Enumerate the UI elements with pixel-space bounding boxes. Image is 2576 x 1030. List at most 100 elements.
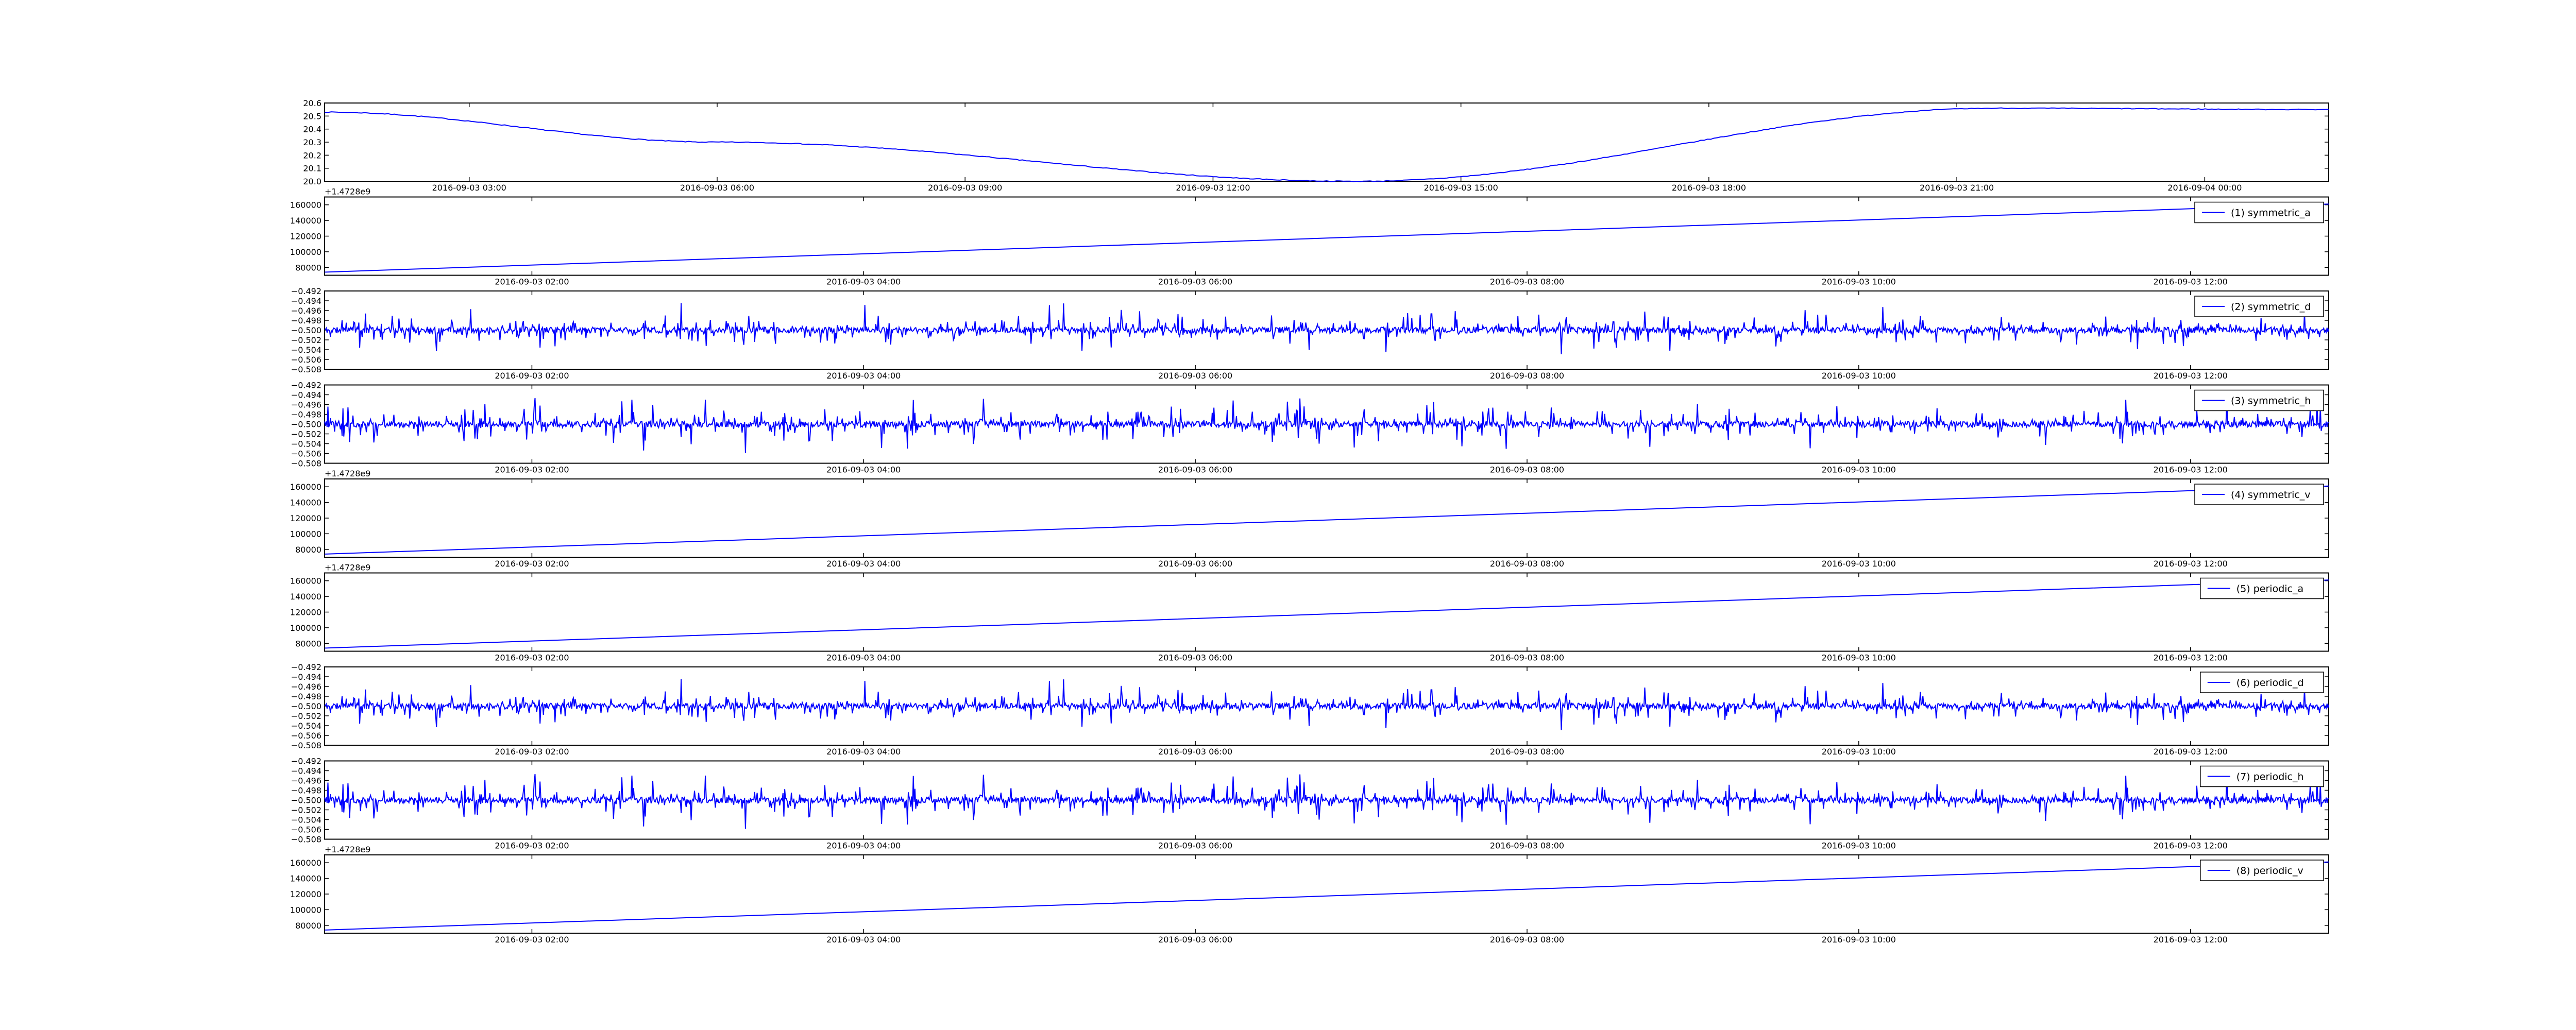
legend: (4) symmetric_v <box>2194 484 2324 505</box>
x-tick-label: 2016-09-03 12:00 <box>2154 747 2228 757</box>
x-tick-label: 2016-09-03 04:00 <box>826 653 901 663</box>
x-tick-label: 2016-09-03 08:00 <box>1490 935 1564 945</box>
y-tick-label: 20.0 <box>303 177 321 186</box>
x-tick-label: 2016-09-03 18:00 <box>1672 183 1746 193</box>
x-tick-label: 2016-09-03 10:00 <box>1822 465 1896 475</box>
x-tick-label: 2016-09-03 06:00 <box>1158 935 1232 945</box>
series-line <box>324 774 2329 829</box>
series-line <box>324 203 2329 273</box>
y-tick-label: −0.508 <box>291 741 321 750</box>
y-tick-label: 20.5 <box>303 111 321 121</box>
subplot-3: −0.492−0.494−0.496−0.498−0.500−0.502−0.5… <box>291 286 2329 381</box>
y-tick-label: 100000 <box>290 529 321 539</box>
y-tick-label: 140000 <box>290 216 321 226</box>
series-line <box>324 107 2329 182</box>
y-tick-label: 140000 <box>290 498 321 508</box>
y-tick-label: −0.492 <box>291 662 321 672</box>
y-tick-label: −0.496 <box>291 400 321 410</box>
y-tick-label: −0.504 <box>291 439 321 449</box>
series-line <box>324 861 2329 931</box>
y-tick-label: −0.494 <box>291 672 321 682</box>
y-tick-label: 80000 <box>295 263 321 272</box>
x-tick-label: 2016-09-03 02:00 <box>495 935 569 945</box>
y-tick-label: −0.508 <box>291 459 321 469</box>
y-tick-label: 20.1 <box>303 164 321 174</box>
y-tick-label: −0.508 <box>291 835 321 845</box>
legend: (8) periodic_v <box>2200 860 2324 881</box>
x-tick-label: 2016-09-03 04:00 <box>826 277 901 287</box>
y-tick-label: 160000 <box>290 858 321 868</box>
legend-label: (7) periodic_h <box>2236 771 2304 783</box>
y-tick-label: −0.498 <box>291 692 321 701</box>
y-tick-label: −0.504 <box>291 345 321 355</box>
x-tick-label: 2016-09-03 12:00 <box>2154 465 2228 475</box>
y-tick-label: −0.496 <box>291 776 321 786</box>
y-tick-label: −0.496 <box>291 682 321 692</box>
x-tick-label: 2016-09-03 06:00 <box>1158 465 1232 475</box>
y-tick-label: −0.506 <box>291 449 321 459</box>
y-tick-label: −0.498 <box>291 316 321 325</box>
x-tick-label: 2016-09-03 10:00 <box>1822 841 1896 851</box>
series-line <box>324 303 2329 354</box>
subplot-2: 160000 140000 120000 100000 80000 2016-09-03 … <box>290 187 2329 287</box>
y-tick-label: −0.500 <box>291 796 321 805</box>
y-tick-label: 20.2 <box>303 150 321 160</box>
subplot-9: 160000 140000 120000 100000 80000 2016-09-03 … <box>290 845 2329 945</box>
x-tick-label: 2016-09-03 08:00 <box>1490 747 1564 757</box>
y-offset-label: +1.4728e9 <box>325 563 370 573</box>
x-tick-label: 2016-09-03 08:00 <box>1490 277 1564 287</box>
y-tick-label: −0.500 <box>291 701 321 711</box>
x-tick-label: 2016-09-03 12:00 <box>1176 183 1250 193</box>
x-tick-label: 2016-09-03 08:00 <box>1490 841 1564 851</box>
x-tick-label: 2016-09-03 12:00 <box>2154 653 2228 663</box>
axes-frame <box>324 854 2329 934</box>
x-tick-label: 2016-09-03 21:00 <box>1920 183 1994 193</box>
y-tick-label: 160000 <box>290 576 321 586</box>
series-line <box>324 485 2329 555</box>
x-tick-label: 2016-09-04 00:00 <box>2167 183 2242 193</box>
x-tick-label: 2016-09-03 12:00 <box>2154 841 2228 851</box>
x-tick-label: 2016-09-03 08:00 <box>1490 559 1564 569</box>
x-tick-label: 2016-09-03 08:00 <box>1490 371 1564 381</box>
axes-frame <box>324 102 2329 182</box>
y-tick-label: −0.500 <box>291 325 321 335</box>
x-tick-label: 2016-09-03 06:00 <box>1158 559 1232 569</box>
x-tick-label: 2016-09-03 06:00 <box>1158 841 1232 851</box>
x-tick-label: 2016-09-03 08:00 <box>1490 653 1564 663</box>
y-tick-label: −0.494 <box>291 766 321 776</box>
y-tick-label: 20.3 <box>303 138 321 147</box>
y-tick-label: −0.494 <box>291 390 321 400</box>
y-offset-label: +1.4728e9 <box>325 187 370 197</box>
legend-label: (6) periodic_d <box>2236 677 2304 689</box>
y-tick-label: −0.498 <box>291 786 321 796</box>
x-tick-label: 2016-09-03 03:00 <box>432 183 506 193</box>
y-tick-label: −0.504 <box>291 721 321 731</box>
subplot-4: −0.492−0.494−0.496−0.498−0.500−0.502−0.5… <box>291 381 2329 475</box>
x-tick-label: 2016-09-03 02:00 <box>495 371 569 381</box>
series-line <box>324 679 2329 730</box>
legend: (2) symmetric_d <box>2194 296 2324 317</box>
y-tick-label: −0.496 <box>291 306 321 316</box>
y-tick-label: 20.6 <box>303 98 321 108</box>
y-offset-label: +1.4728e9 <box>325 469 370 478</box>
y-tick-label: −0.504 <box>291 815 321 825</box>
x-tick-label: 2016-09-03 06:00 <box>1158 747 1232 757</box>
axes-frame <box>324 572 2329 652</box>
y-tick-label: 120000 <box>290 608 321 617</box>
x-tick-label: 2016-09-03 04:00 <box>826 559 901 569</box>
subplot-1: 20.6 20.5 20.4 20.3 20.2 20.1 20.0 2016-09-03 0… <box>303 98 2329 193</box>
x-tick-label: 2016-09-03 04:00 <box>826 747 901 757</box>
y-tick-label: 80000 <box>295 545 321 555</box>
y-tick-label: −0.498 <box>291 410 321 420</box>
y-tick-label: −0.492 <box>291 381 321 390</box>
legend-label: (3) symmetric_h <box>2231 396 2311 407</box>
axes-frame <box>324 478 2329 558</box>
y-tick-label: −0.506 <box>291 825 321 835</box>
y-tick-label: 100000 <box>290 905 321 915</box>
x-tick-label: 2016-09-03 02:00 <box>495 559 569 569</box>
y-tick-label: −0.502 <box>291 335 321 345</box>
y-tick-label: −0.502 <box>291 805 321 815</box>
series-line <box>324 579 2329 649</box>
x-tick-label: 2016-09-03 15:00 <box>1424 183 1498 193</box>
